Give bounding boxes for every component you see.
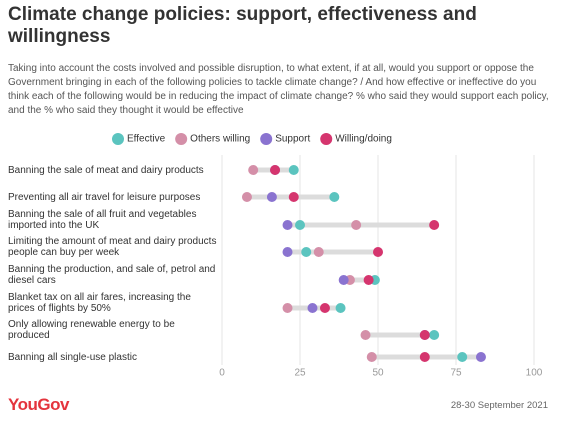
legend-swatch xyxy=(112,133,124,145)
dot xyxy=(429,220,440,230)
source-date: 28-30 September 2021 xyxy=(450,400,548,411)
row-label: Blanket tax on all air fares, increasing… xyxy=(8,292,191,314)
row-label: Preventing all air travel for leisure pu… xyxy=(8,192,201,203)
dot xyxy=(241,192,252,202)
legend-label: Support xyxy=(275,134,310,145)
x-tick-label: 25 xyxy=(294,368,306,379)
dot xyxy=(419,330,430,340)
legend-label: Effective xyxy=(127,134,166,145)
dot xyxy=(475,352,486,362)
dot xyxy=(282,220,293,230)
dot xyxy=(360,330,371,340)
x-tick-label: 0 xyxy=(219,368,225,379)
legend-swatch xyxy=(260,133,273,145)
x-tick-label: 75 xyxy=(450,368,462,379)
chart-subtitle: Taking into account the costs involved a… xyxy=(8,63,549,116)
dot xyxy=(301,247,312,257)
dot xyxy=(373,247,383,257)
dot xyxy=(248,165,259,175)
x-tick-label: 50 xyxy=(372,368,384,379)
x-tick-label: 100 xyxy=(526,368,543,379)
row-label: Banning all single-use plastic xyxy=(8,352,137,363)
dot xyxy=(338,275,349,285)
dot xyxy=(288,165,299,175)
legend-label: Willing/doing xyxy=(335,134,392,145)
dot xyxy=(363,275,374,285)
legend-swatch xyxy=(320,133,333,145)
dot xyxy=(270,165,281,175)
row-label: Limiting the amount of meat and dairy pr… xyxy=(8,236,217,258)
dot xyxy=(307,303,318,313)
dot xyxy=(282,247,293,257)
logo: YouGov xyxy=(8,395,69,414)
dot xyxy=(419,352,430,362)
row-label: Banning the sale of meat and dairy produ… xyxy=(8,165,204,176)
dot xyxy=(351,220,362,230)
dot xyxy=(266,192,277,202)
dot xyxy=(288,192,299,202)
dot xyxy=(282,303,293,313)
chart-title: Climate change policies: support, effect… xyxy=(8,4,477,47)
dot xyxy=(329,192,340,202)
row-label: Banning the production, and sale of, pet… xyxy=(8,264,216,286)
dot xyxy=(319,303,330,313)
dot xyxy=(295,220,305,230)
dot xyxy=(429,330,440,340)
legend-label: Others willing xyxy=(190,134,250,145)
dot xyxy=(457,352,468,362)
dot xyxy=(313,247,324,257)
row-label: Only allowing renewable energy to be pro… xyxy=(8,319,175,341)
row-label: Banning the sale of all fruit and vegeta… xyxy=(8,209,197,231)
legend-swatch xyxy=(175,133,188,145)
dot xyxy=(366,352,377,362)
dot xyxy=(335,303,346,313)
